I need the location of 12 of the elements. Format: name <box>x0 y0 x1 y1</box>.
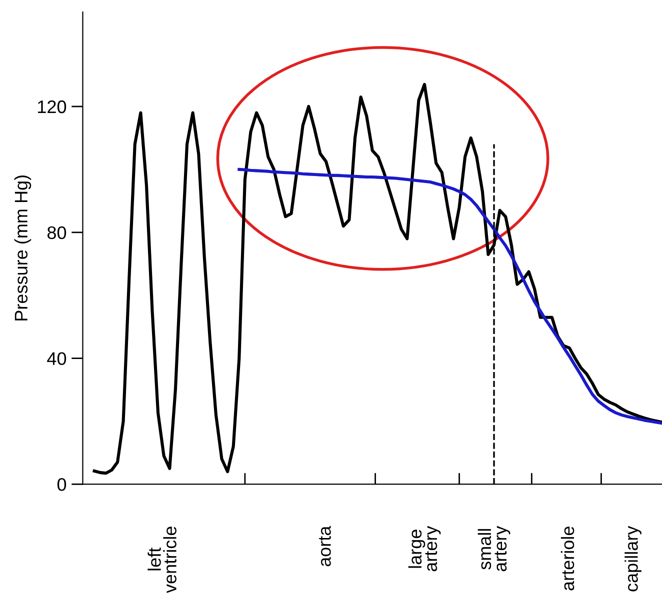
y-tick-label: 80 <box>47 226 66 240</box>
x-tick-label: arteriole <box>560 526 574 590</box>
x-tick-label: aorta <box>319 526 331 566</box>
line-series <box>238 168 662 425</box>
y-axis-title: Pressure (mm Hg) <box>14 176 32 320</box>
x-tick-label: capillary <box>624 526 642 592</box>
x-tick-label: small artery <box>478 526 510 572</box>
y-tick-label: 40 <box>47 352 66 366</box>
y-tick-label: 0 <box>57 478 66 491</box>
x-tick-label: large artery <box>408 526 441 572</box>
x-tick-label: left ventricle <box>148 526 176 594</box>
y-tick-label: 120 <box>38 100 66 114</box>
